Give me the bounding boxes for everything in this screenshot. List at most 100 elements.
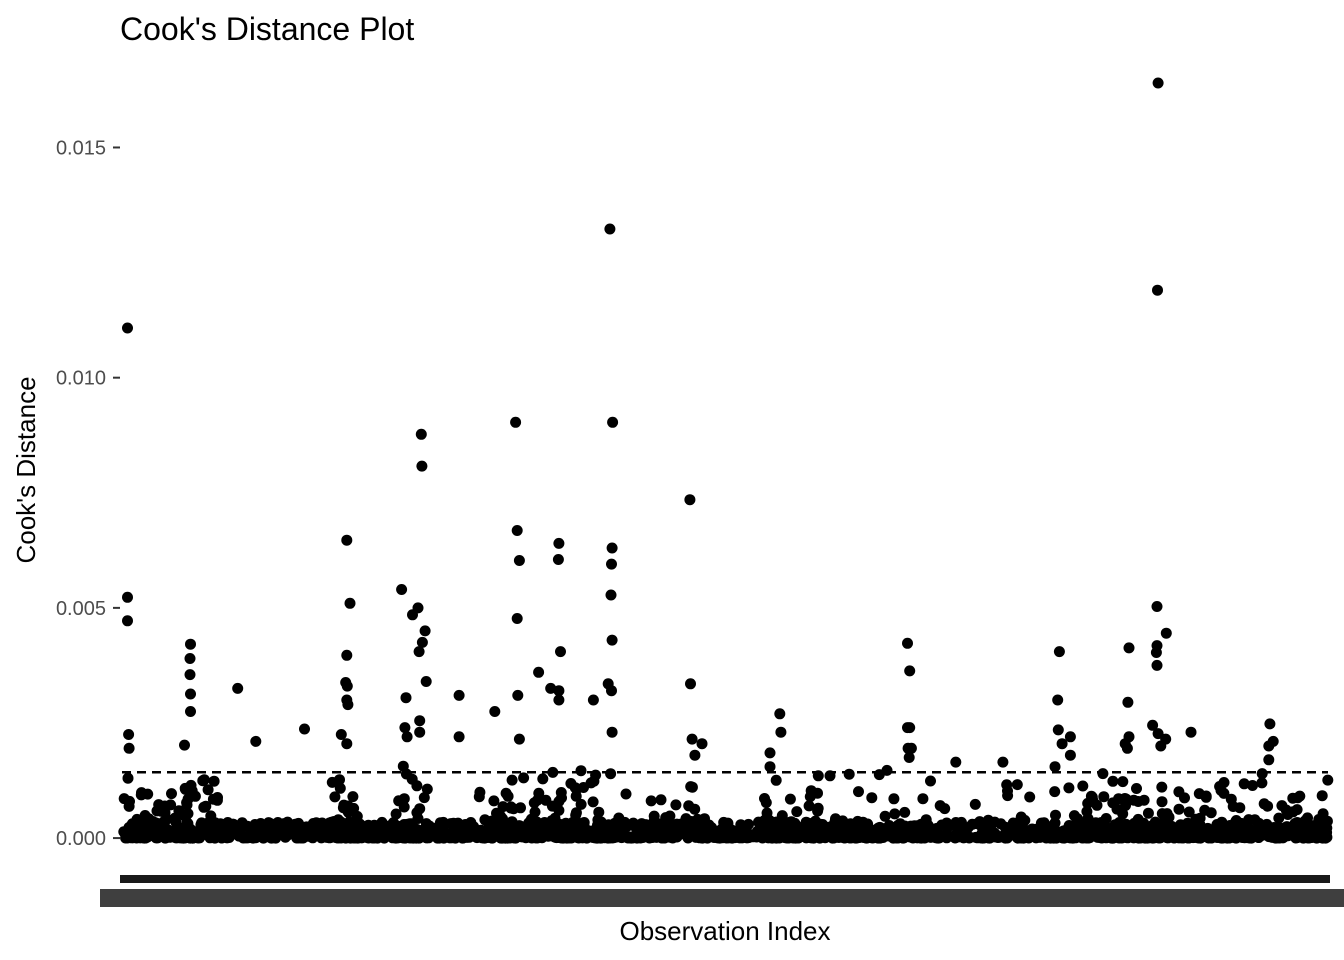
data-point (453, 731, 465, 743)
data-point (349, 822, 361, 834)
data-point (207, 793, 219, 805)
data-point (1048, 818, 1060, 830)
data-point (1147, 719, 1159, 731)
data-point (1155, 740, 1167, 752)
data-point (553, 804, 565, 816)
data-point (1207, 830, 1219, 842)
data-point (575, 798, 587, 810)
data-point (903, 752, 915, 763)
data-point (479, 814, 491, 826)
data-point (1111, 831, 1123, 843)
data-point (1049, 786, 1061, 798)
data-point (437, 816, 449, 828)
data-point (488, 795, 500, 807)
data-point (720, 831, 732, 843)
data-point (1247, 780, 1258, 791)
data-point (344, 597, 356, 609)
data-point (999, 831, 1011, 843)
data-point (1132, 796, 1144, 807)
data-point (1077, 780, 1089, 792)
data-point (136, 787, 147, 799)
data-point (902, 637, 913, 649)
data-point (1098, 791, 1110, 803)
data-point (414, 726, 426, 738)
data-point (997, 756, 1009, 768)
data-point (332, 814, 344, 826)
data-point (569, 782, 581, 794)
data-point (1064, 749, 1076, 761)
data-point (950, 820, 962, 832)
data-point (848, 830, 860, 841)
data-point (1117, 808, 1129, 820)
data-point (1173, 803, 1185, 815)
data-point (250, 735, 262, 747)
data-point (1002, 790, 1014, 802)
data-point (529, 806, 541, 818)
data-point (502, 790, 514, 802)
data-point (479, 832, 491, 844)
data-point (138, 813, 150, 825)
data-point (1107, 775, 1119, 787)
data-point (925, 831, 937, 843)
data-point (1156, 781, 1168, 793)
data-point (335, 729, 347, 740)
data-point (179, 739, 190, 751)
data-point (416, 636, 428, 648)
data-point (899, 806, 911, 818)
data-point (181, 799, 193, 811)
data-point (1202, 822, 1214, 834)
data-point (1122, 696, 1134, 708)
data-point (950, 756, 962, 768)
data-point (1050, 809, 1061, 821)
data-point (1052, 724, 1064, 736)
data-point (740, 823, 752, 835)
y-tick-label: 0.010 (56, 368, 106, 390)
data-point (547, 826, 559, 838)
data-point (342, 806, 354, 817)
data-point (578, 818, 590, 830)
data-point (1177, 832, 1189, 844)
data-point (559, 822, 571, 834)
data-point (604, 223, 616, 235)
data-point (1185, 726, 1197, 738)
data-point (684, 494, 696, 506)
data-point (1034, 831, 1046, 842)
data-point (412, 602, 424, 614)
data-point (453, 689, 465, 701)
data-point (1132, 813, 1144, 825)
data-point (414, 715, 426, 727)
data-point (837, 815, 849, 827)
data-point (198, 774, 210, 786)
data-point (975, 832, 987, 844)
data-point (1287, 792, 1299, 804)
data-point (166, 827, 178, 839)
data-point (760, 797, 772, 809)
data-point (466, 825, 478, 837)
points-layer (118, 77, 1334, 844)
data-point (638, 829, 650, 840)
data-point (341, 649, 353, 661)
data-point (1217, 823, 1229, 835)
data-point (575, 765, 587, 777)
data-point (1024, 791, 1036, 803)
data-point (184, 669, 196, 681)
data-point (1100, 813, 1112, 824)
data-point (1200, 790, 1212, 802)
data-point (605, 589, 617, 601)
data-point (764, 761, 776, 773)
x-tick-labels (100, 889, 1344, 907)
data-point (1123, 642, 1135, 654)
data-point (341, 738, 353, 750)
data-point (915, 832, 927, 844)
data-point (670, 799, 682, 811)
data-point (1017, 830, 1029, 842)
data-point (515, 802, 526, 814)
data-point (411, 832, 423, 844)
data-point (309, 818, 320, 830)
data-point (411, 780, 423, 792)
data-point (606, 685, 617, 697)
data-point (751, 831, 763, 843)
data-point (1256, 768, 1268, 780)
data-point (606, 634, 618, 646)
data-point (1227, 801, 1239, 812)
